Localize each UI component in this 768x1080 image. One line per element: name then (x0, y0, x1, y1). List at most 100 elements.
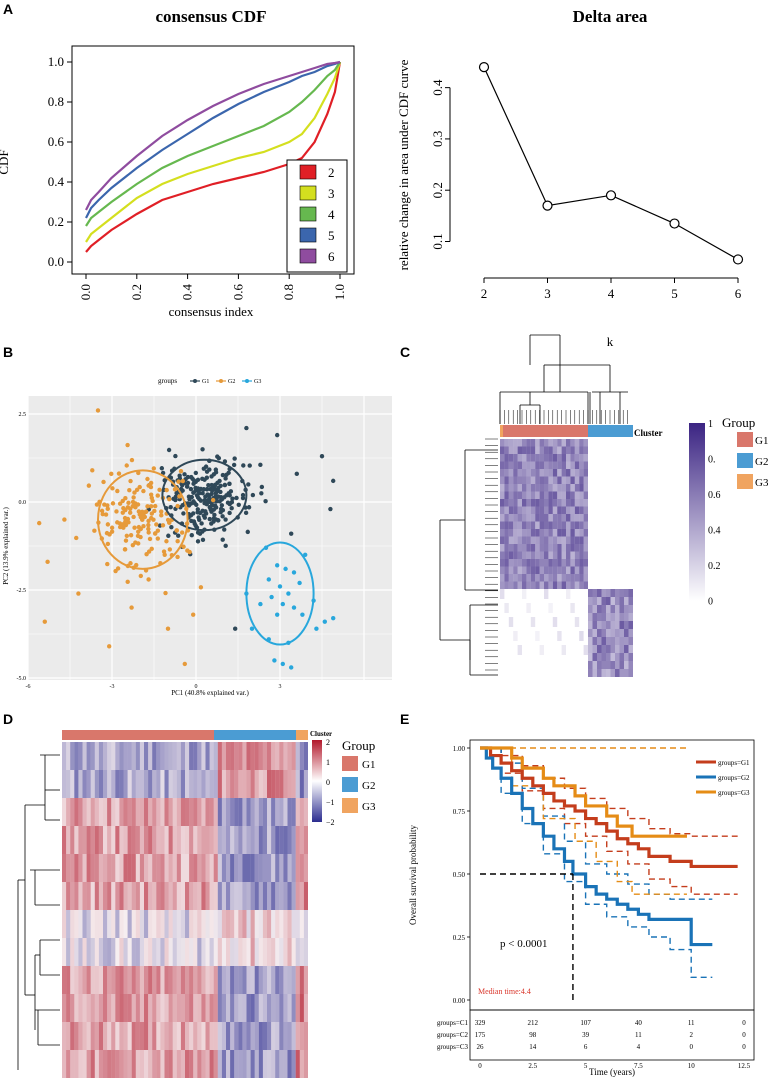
d-matrix-cell (148, 770, 153, 798)
c-matrix-cell-g2 (615, 613, 620, 621)
c-matrix-cell-g1 (574, 559, 580, 567)
d-matrix-cell (70, 854, 75, 882)
c-matrix-cell-g2 (610, 597, 615, 605)
d-matrix-cell (267, 770, 272, 798)
d-matrix-cell (250, 770, 255, 798)
d-matrix-cell (283, 966, 288, 994)
cdf-legend-label-k3: 3 (328, 186, 335, 201)
d-matrix-cell (70, 770, 75, 798)
c-matrix-cell-g1 (508, 544, 514, 552)
pca-point-g2 (130, 542, 136, 548)
d-matrix-cell (283, 826, 288, 854)
c-matrix-cell-g1 (522, 446, 527, 454)
d-matrix-cell (78, 994, 83, 1022)
c-matrix-cell-g1 (579, 506, 584, 514)
d-row-dendrogram (17, 754, 60, 1070)
d-matrix-cell (66, 938, 71, 966)
d-matrix-cell (164, 826, 169, 854)
pca-x-tick-label: -3 (110, 684, 115, 690)
c-matrix-cell-g1 (500, 454, 505, 462)
c-matrix-cell-g2 (615, 669, 620, 677)
pca-point-g1 (229, 506, 234, 511)
c-matrix-cell-g2 (588, 653, 593, 661)
d-matrix-cell (115, 826, 120, 854)
consensus-colorbar: 10.0.60.40.20 (689, 419, 721, 608)
c-matrix-cell-g2 (624, 661, 629, 669)
d-matrix-cell (221, 826, 226, 854)
d-matrix-cell (176, 798, 181, 826)
d-matrix-cell (144, 854, 149, 882)
c-matrix-cell-g2 (610, 605, 615, 613)
pca-point-g1 (173, 497, 178, 503)
c-matrix-cell-g1 (535, 491, 540, 499)
d-matrix-cell (295, 742, 300, 770)
d-matrix-cell (193, 742, 198, 770)
pca-point-g1 (191, 499, 196, 504)
d-matrix-cell (66, 966, 71, 994)
d-matrix-cell (201, 966, 206, 994)
pca-point-g2 (178, 469, 184, 474)
d-matrix-cell (148, 910, 153, 938)
c-matrix-cell-g1 (544, 454, 549, 462)
c-matrix-cell-g1 (552, 506, 558, 514)
d-matrix-cell (299, 826, 304, 854)
risk-table-frame (469, 1009, 755, 1061)
c-matrix-cell-g1 (566, 559, 571, 567)
c-matrix-cell-g1 (548, 491, 553, 499)
c-matrix-cell-g2 (628, 621, 633, 629)
pca-point-g1 (231, 462, 237, 468)
c-matrix-cell-g1 (566, 506, 571, 514)
d-matrix-cell (299, 994, 304, 1022)
d-matrix-cell (115, 910, 120, 938)
c-matrix-cell-g1 (508, 454, 514, 462)
c-matrix-cell-g1 (508, 551, 514, 559)
d-matrix-cell (210, 910, 214, 938)
d-matrix-cell (144, 742, 149, 770)
pca-point-g2 (177, 494, 182, 499)
d-matrix-cell (246, 910, 251, 938)
d-matrix-cell (197, 1050, 202, 1078)
d-matrix-cell (107, 770, 112, 798)
c-matrix-cell-g1 (530, 484, 536, 492)
d-matrix-cell (164, 770, 169, 798)
d-matrix-cell (238, 1022, 243, 1050)
c-matrix-cell-g1 (517, 529, 522, 537)
pca-point-g1 (189, 494, 194, 500)
d-matrix-cell (275, 798, 280, 826)
c-matrix-cell-g1 (574, 529, 580, 537)
d-matrix-cell (234, 742, 239, 770)
cdf-legend-box (286, 159, 348, 273)
c-matrix-cell-g2 (619, 605, 624, 613)
pca-point-g2 (157, 487, 162, 492)
d-matrix-cell (189, 1022, 194, 1050)
pca-point-g2 (164, 539, 169, 544)
d-matrix-cell (168, 798, 173, 826)
d-matrix-cell (119, 770, 124, 798)
c-matrix-cell-g1 (574, 484, 580, 492)
c-matrix-cell-g2 (588, 597, 593, 605)
d-matrix-cell (205, 910, 210, 938)
d-legend-swatch-G1 (342, 756, 358, 771)
c-matrix-cell-g1 (561, 484, 566, 492)
pca-point-g1 (185, 484, 190, 489)
d-matrix-cell (176, 938, 181, 966)
pca-point-g2 (126, 500, 131, 505)
d-matrix-cell (267, 994, 272, 1022)
c-matrix-cell-g2 (606, 621, 611, 629)
c-matrix-cell-g1 (517, 439, 522, 447)
d-matrix-cell (152, 966, 157, 994)
d-matrix-cell (168, 1022, 173, 1050)
d-matrix-cell (66, 1022, 71, 1050)
d-matrix-cell (169, 938, 173, 966)
d-matrix-cell (205, 1050, 210, 1078)
pca-point-g2 (105, 506, 110, 512)
d-matrix-cell (82, 882, 87, 910)
pca-point-g2 (120, 498, 125, 504)
pca-point-g3 (275, 612, 280, 617)
c-matrix-cell-g2 (588, 645, 593, 653)
c-matrix-cell-g1 (504, 476, 509, 484)
pca-point-g1 (233, 626, 238, 631)
c-matrix-cell-g1 (548, 574, 553, 582)
delta-point-k3 (542, 200, 553, 211)
